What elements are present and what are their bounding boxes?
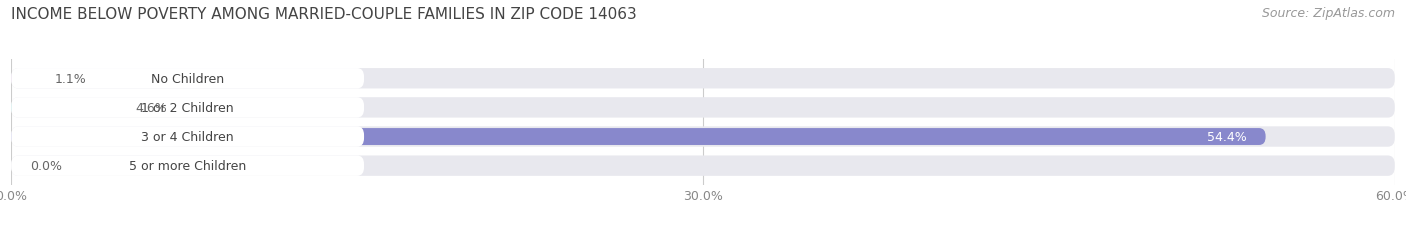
Text: 0.0%: 0.0% [30, 159, 62, 172]
Text: No Children: No Children [150, 73, 224, 85]
FancyBboxPatch shape [11, 128, 1265, 145]
FancyBboxPatch shape [11, 100, 117, 116]
FancyBboxPatch shape [11, 156, 1395, 176]
Text: 1 or 2 Children: 1 or 2 Children [142, 101, 233, 114]
Text: Source: ZipAtlas.com: Source: ZipAtlas.com [1261, 7, 1395, 20]
FancyBboxPatch shape [11, 156, 364, 176]
FancyBboxPatch shape [11, 69, 1395, 89]
FancyBboxPatch shape [11, 98, 1395, 118]
FancyBboxPatch shape [11, 127, 364, 147]
Text: 54.4%: 54.4% [1208, 131, 1247, 143]
Text: INCOME BELOW POVERTY AMONG MARRIED-COUPLE FAMILIES IN ZIP CODE 14063: INCOME BELOW POVERTY AMONG MARRIED-COUPL… [11, 7, 637, 22]
Text: 5 or more Children: 5 or more Children [129, 159, 246, 172]
Text: 3 or 4 Children: 3 or 4 Children [142, 131, 233, 143]
Text: 4.6%: 4.6% [136, 101, 167, 114]
FancyBboxPatch shape [11, 98, 364, 118]
FancyBboxPatch shape [11, 69, 364, 89]
FancyBboxPatch shape [11, 127, 1395, 147]
FancyBboxPatch shape [11, 70, 37, 87]
Text: 1.1%: 1.1% [55, 73, 87, 85]
